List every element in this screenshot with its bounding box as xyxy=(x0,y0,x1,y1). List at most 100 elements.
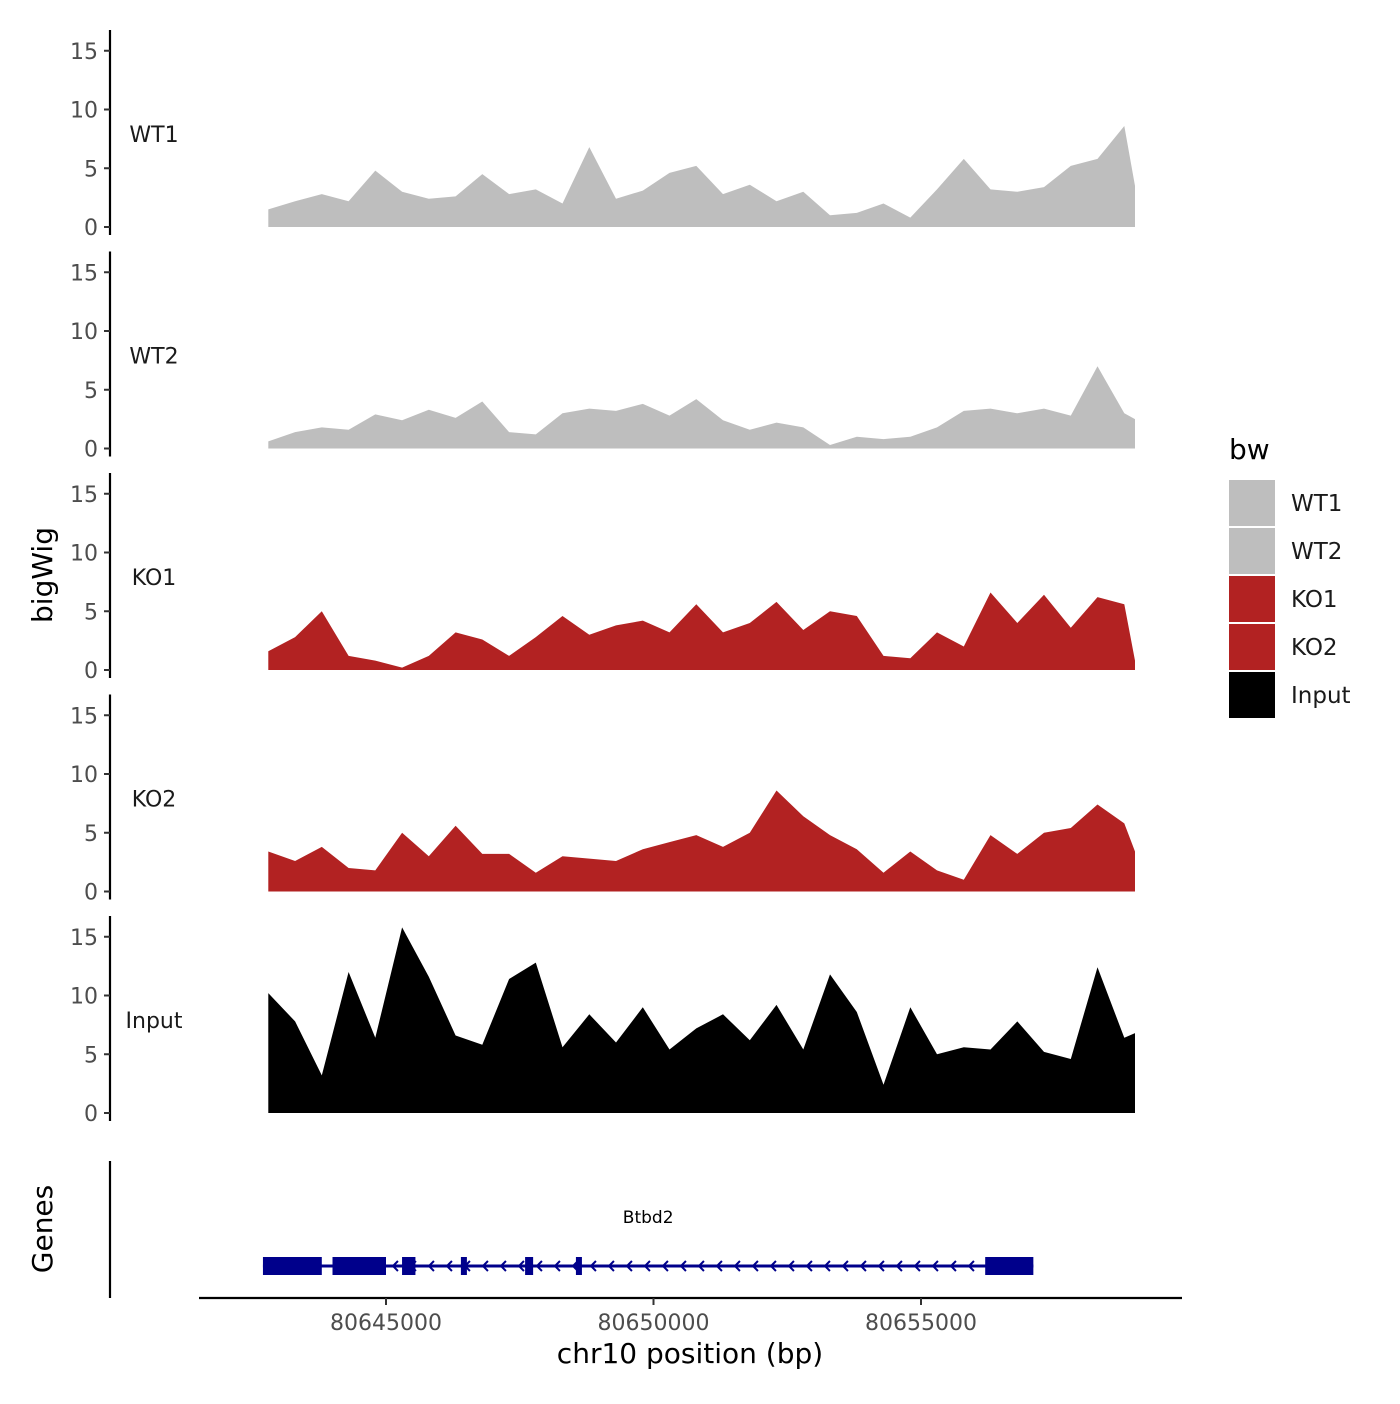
legend-item-Input: Input xyxy=(1229,672,1351,718)
track-label-KO1: KO1 xyxy=(132,566,177,591)
x-axis: 80645000 80650000 80655000 xyxy=(199,1296,1182,1336)
strand-arrow xyxy=(625,1260,633,1272)
strand-arrow xyxy=(913,1260,921,1272)
y-tick-label: 10 xyxy=(70,763,98,788)
strand-arrow xyxy=(967,1260,975,1272)
x-tick-label: 80645000 xyxy=(330,1311,442,1336)
strand-arrow xyxy=(679,1260,687,1272)
strand-arrow xyxy=(391,1260,399,1272)
gene-name-label: Btbd2 xyxy=(623,1208,674,1228)
strand-arrow xyxy=(661,1260,669,1272)
legend-item-KO1: KO1 xyxy=(1229,576,1338,622)
y-tick-label: 15 xyxy=(70,926,98,951)
strand-arrow xyxy=(697,1260,705,1272)
legend-label: WT1 xyxy=(1291,491,1342,517)
legend-swatch xyxy=(1229,672,1275,718)
y-tick-label: 15 xyxy=(70,261,98,286)
legend-swatch xyxy=(1229,576,1275,622)
y-tick-label: 10 xyxy=(70,542,98,567)
strand-arrow xyxy=(535,1260,543,1272)
gene-track: Btbd2 xyxy=(108,1161,1034,1298)
coverage-area-KO2 xyxy=(268,790,1135,892)
legend-swatch xyxy=(1229,528,1275,574)
legend-label: KO1 xyxy=(1291,587,1338,613)
strand-arrow xyxy=(499,1260,507,1272)
gene-exon xyxy=(985,1257,1034,1275)
strand-arrow xyxy=(445,1260,453,1272)
legend-label: Input xyxy=(1291,683,1351,709)
legend-item-KO2: KO2 xyxy=(1229,624,1338,670)
y-tick-label: 5 xyxy=(84,1043,98,1068)
strand-arrow xyxy=(589,1260,597,1272)
y-tick-label: 10 xyxy=(70,320,98,345)
strand-arrow xyxy=(607,1260,615,1272)
legend-swatch xyxy=(1229,480,1275,526)
strand-arrow xyxy=(427,1260,435,1272)
y-tick-label: 5 xyxy=(84,379,98,404)
track-Input: 0 5 10 15 Input xyxy=(70,916,1135,1127)
y-tick-label: 0 xyxy=(84,438,98,463)
y-tick-label: 10 xyxy=(70,99,98,124)
strand-arrow xyxy=(751,1260,759,1272)
y-axis-title-genes: Genes xyxy=(26,1185,59,1273)
y-tick-label: 15 xyxy=(70,483,98,508)
gene-exon xyxy=(460,1257,467,1275)
strand-arrow xyxy=(877,1260,885,1272)
legend-item-WT2: WT2 xyxy=(1229,528,1342,574)
strand-arrow xyxy=(859,1260,867,1272)
coverage-area-WT1 xyxy=(268,126,1135,227)
strand-arrow xyxy=(823,1260,831,1272)
track-KO2: 0 5 10 15 KO2 xyxy=(70,694,1135,906)
y-tick-label: 15 xyxy=(70,704,98,729)
track-WT1: 0 5 10 15 WT1 xyxy=(70,30,1135,241)
coverage-area-WT2 xyxy=(268,366,1135,449)
y-tick-label: 5 xyxy=(84,822,98,847)
strand-arrow xyxy=(769,1260,777,1272)
y-tick-label: 0 xyxy=(84,881,98,906)
strand-arrow xyxy=(805,1260,813,1272)
y-tick-label: 0 xyxy=(84,659,98,684)
gene-exon xyxy=(262,1257,322,1275)
gene-exon xyxy=(525,1257,534,1275)
y-tick-label: 10 xyxy=(70,985,98,1010)
legend: bw WT1 WT2 KO1 KO2 Input xyxy=(1229,433,1351,718)
track-label-Input: Input xyxy=(126,1009,183,1034)
strand-arrow xyxy=(715,1260,723,1272)
strand-arrow xyxy=(643,1260,651,1272)
gene-exon xyxy=(575,1257,582,1275)
strand-arrow xyxy=(895,1260,903,1272)
track-label-WT2: WT2 xyxy=(129,345,178,370)
strand-arrow xyxy=(733,1260,741,1272)
strand-arrow xyxy=(787,1260,795,1272)
y-tick-label: 5 xyxy=(84,600,98,625)
strand-arrow xyxy=(517,1260,525,1272)
track-WT2: 0 5 10 15 WT2 xyxy=(70,251,1135,463)
gene-exon xyxy=(402,1257,416,1275)
x-axis-title: chr10 position (bp) xyxy=(557,1337,823,1370)
y-tick-label: 15 xyxy=(70,40,98,65)
track-label-WT1: WT1 xyxy=(129,123,178,148)
strand-arrow xyxy=(949,1260,957,1272)
track-label-KO2: KO2 xyxy=(132,788,177,813)
strand-arrow xyxy=(481,1260,489,1272)
strand-arrow xyxy=(931,1260,939,1272)
y-tick-label: 5 xyxy=(84,157,98,182)
x-tick-label: 80650000 xyxy=(598,1311,710,1336)
legend-label: WT2 xyxy=(1291,539,1342,565)
x-tick-label: 80655000 xyxy=(865,1311,977,1336)
coverage-area-KO1 xyxy=(268,592,1135,670)
legend-item-WT1: WT1 xyxy=(1229,480,1342,526)
track-KO1: 0 5 10 15 KO1 xyxy=(70,473,1135,684)
strand-arrow xyxy=(553,1260,561,1272)
coverage-tracks: 0 5 10 15 WT1 0 5 10 15 WT2 0 5 10 15 KO1 0 5 10 15 KO2 0 5 10… xyxy=(70,30,1135,1127)
y-tick-label: 0 xyxy=(84,216,98,241)
legend-title: bw xyxy=(1229,433,1270,466)
gene-exon xyxy=(332,1257,386,1275)
legend-label: KO2 xyxy=(1291,635,1338,661)
y-axis-title-bigwig: bigWig xyxy=(26,527,59,623)
strand-arrow xyxy=(841,1260,849,1272)
legend-swatch xyxy=(1229,624,1275,670)
y-tick-label: 0 xyxy=(84,1102,98,1127)
